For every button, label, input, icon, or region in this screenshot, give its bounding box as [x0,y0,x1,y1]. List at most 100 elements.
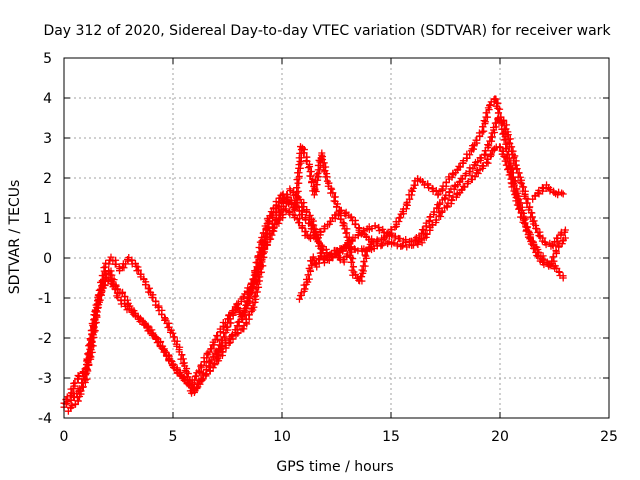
data-point [495,109,503,117]
data-point [256,248,264,256]
data-point [113,292,121,300]
x-tick-label: 10 [273,429,291,445]
data-point [152,335,160,343]
data-point [347,258,355,266]
data-point [422,233,430,241]
data-point [107,253,115,261]
data-point [442,179,450,187]
data-point [458,186,466,194]
data-point [270,223,278,231]
data-point [341,243,349,251]
data-point [266,212,274,220]
data-point [295,295,303,303]
data-point [296,157,304,165]
data-point [375,227,383,235]
y-axis-label: SDTVAR / TECUs [7,180,23,295]
data-point [361,262,369,270]
data-point [500,125,508,133]
data-point [352,220,360,228]
data-point [458,175,466,183]
data-point [304,271,312,279]
data-point [314,176,322,184]
data-point [311,184,319,192]
data-point [259,229,267,237]
data-point [491,119,499,127]
data-point [333,250,341,258]
data-point [217,337,225,345]
data-point [558,189,566,197]
data-point [362,252,370,260]
data-point [234,318,242,326]
data-point [487,151,495,159]
data-point [354,232,362,240]
data-point [279,211,287,219]
y-tick-label: 4 [43,91,52,107]
data-point [396,235,404,243]
data-point [542,241,550,249]
data-point [561,234,569,242]
data-point [307,231,315,239]
data-point [361,251,369,259]
data-point [286,185,294,193]
data-point [351,270,359,278]
y-tick-label: -4 [38,411,52,427]
data-point [100,275,108,283]
data-point [546,261,554,269]
data-point [522,215,530,223]
data-point [234,329,242,337]
data-point [491,95,499,103]
data-point [249,275,257,283]
data-point [455,178,463,186]
data-point [259,262,267,270]
data-point [473,136,481,144]
data-point [100,264,108,272]
data-point [429,188,437,196]
data-point [514,194,521,202]
data-point [496,143,504,151]
data-point [95,286,103,294]
data-point [306,211,314,219]
data-point [487,133,495,141]
data-point [322,163,330,171]
data-point [513,185,521,193]
data-point [555,268,563,276]
data-point [135,315,143,323]
data-point [508,164,516,172]
data-point [209,353,217,361]
data-point [335,207,343,215]
data-point [343,250,351,258]
data-point [301,285,309,293]
data-point [326,218,334,226]
data-point [97,290,105,298]
data-point [191,372,199,380]
data-point [228,332,236,340]
data-point [345,244,353,252]
y-tick-label: -1 [38,291,52,307]
y-tick-label: -2 [38,331,52,347]
data-point [255,283,263,291]
data-point [267,235,275,243]
data-point [86,345,94,353]
data-points [60,95,569,415]
data-point [547,262,555,270]
data-point [365,244,373,252]
data-point [496,113,504,121]
data-point [374,237,382,245]
data-point [518,179,526,187]
data-point [254,252,262,260]
data-point [234,304,242,312]
data-point [149,294,157,302]
data-point [90,326,98,334]
data-point [248,282,256,290]
data-point [425,184,433,192]
data-point [293,184,301,192]
data-point [320,259,328,267]
data-point [77,387,85,395]
chart-title: Day 312 of 2020, Sidereal Day-to-day VTE… [43,23,611,39]
data-point [453,166,461,174]
data-point [540,261,548,269]
data-point [559,190,567,198]
data-point [420,226,428,234]
series-track-D [213,143,378,363]
